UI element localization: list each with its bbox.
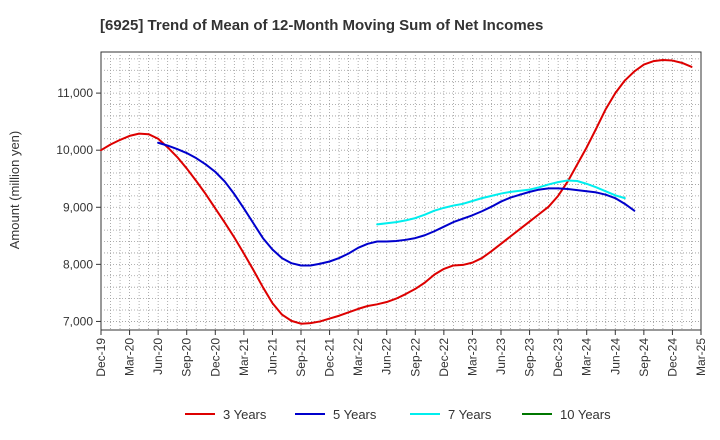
x-tick-label: Dec-24 [665,338,679,377]
y-tick-label: 7,000 [63,314,93,328]
legend-label: 5 Years [333,407,377,422]
chart-title: [6925] Trend of Mean of 12-Month Moving … [100,17,543,34]
x-tick-label: Dec-22 [437,338,451,377]
series-line-5-years [157,141,636,267]
x-tick-label: Mar-24 [580,338,594,376]
x-tick-label: Jun-22 [380,338,394,375]
series-line-3-years [100,58,693,325]
plot-frame [100,51,702,331]
x-tick-label: Sep-20 [180,338,194,377]
y-tick-label: 10,000 [56,143,93,157]
plot-area [100,51,702,331]
x-tick-label: Dec-23 [551,338,565,377]
legend: 3 Years 5 Years 7 Years 10 Years [185,407,611,422]
x-tick-label: Jun-23 [494,338,508,375]
x-tick-label: Dec-21 [323,338,337,377]
x-tick-label: Sep-21 [294,338,308,377]
x-tick-label: Mar-20 [123,338,137,376]
x-tick-label: Sep-24 [637,338,651,377]
series-lines [100,58,693,325]
x-tick-label: Dec-19 [94,338,108,377]
y-tick-label: 9,000 [63,200,93,214]
x-tick-label: Jun-24 [608,338,622,375]
x-tick-label: Mar-22 [351,338,365,376]
y-axis-label: Amount (million yen) [7,131,22,250]
legend-label: 3 Years [223,407,267,422]
series-line-7-years [376,179,626,226]
x-tick-label: Jun-21 [265,338,279,375]
x-tick-label: Sep-23 [523,338,537,377]
x-tick-label: Dec-20 [208,338,222,377]
x-tick-label: Mar-23 [465,338,479,376]
y-axis-ticks: 7,000 8,000 9,000 10,000 11,000 [56,86,101,328]
x-tick-label: Jun-20 [151,338,165,375]
legend-label: 10 Years [560,407,611,422]
y-tick-label: 11,000 [57,86,93,100]
legend-label: 7 Years [448,407,492,422]
x-tick-label: Sep-22 [408,338,422,377]
y-tick-label: 8,000 [63,257,93,271]
x-axis-ticks: Dec-19 Mar-20 Jun-20 Sep-20 Dec-20 Mar-21 Jun-… [94,330,708,377]
x-tick-label: Mar-21 [237,338,251,376]
x-tick-label: Mar-25 [694,338,708,376]
